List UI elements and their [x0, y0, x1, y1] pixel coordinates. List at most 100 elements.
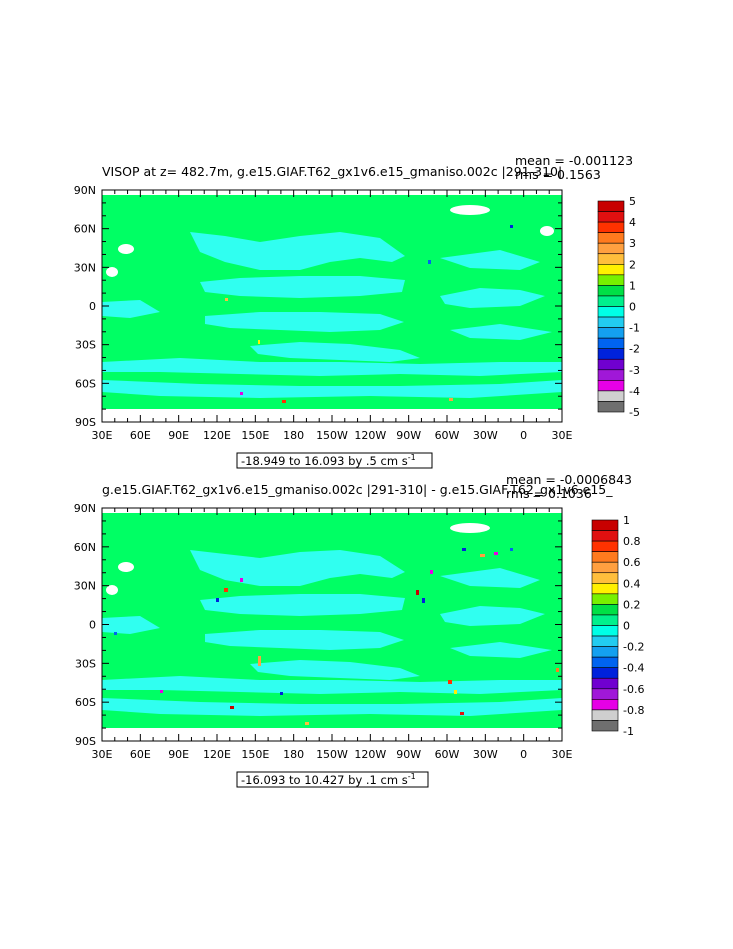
- colorbar-swatch: [591, 688, 619, 700]
- lon-tick-label: 30E: [92, 748, 113, 761]
- lon-tick-label: 60E: [130, 429, 151, 442]
- colorbar-swatch: [591, 656, 619, 669]
- colorbar-level-label: 3: [629, 237, 636, 250]
- colorbar-swatch: [597, 390, 625, 402]
- colorbar-swatch: [597, 337, 625, 349]
- colorbar-swatch: [597, 232, 625, 244]
- colorbar-swatch: [591, 540, 619, 552]
- lat-tick-label: 90N: [74, 184, 96, 197]
- panel-2-ticks: [101, 507, 563, 742]
- lon-tick-label: 90E: [168, 748, 189, 761]
- panel-1-map: [101, 189, 563, 423]
- lon-tick-label: 150E: [241, 429, 269, 442]
- lat-tick-label: 90N: [74, 502, 96, 515]
- colorbar-level-label: 4: [629, 216, 636, 229]
- lon-tick-label: 30W: [473, 429, 498, 442]
- colorbar-swatch: [597, 348, 625, 360]
- colorbar-swatch: [597, 221, 625, 233]
- lon-tick-label: 30E: [92, 429, 113, 442]
- colorbar-swatch: [591, 572, 619, 584]
- lon-tick-label: 60W: [435, 429, 460, 442]
- colorbar-level-label: -5: [629, 406, 640, 419]
- colorbar-swatch: [591, 699, 619, 711]
- lat-tick-label: 30N: [74, 261, 96, 274]
- colorbar-swatch: [597, 358, 625, 371]
- panel-1-title: VISOP at z= 482.7m, g.e15.GIAF.T62_gx1v6…: [102, 164, 562, 179]
- colorbar-swatch: [597, 200, 625, 212]
- panel-2-negative-bands: [102, 550, 562, 716]
- panel-2-anomaly-specks: [114, 548, 559, 725]
- lat-tick-label: 90S: [75, 416, 96, 429]
- colorbar-swatch: [597, 253, 625, 265]
- colorbar-swatch: [597, 306, 625, 318]
- panel-1-rms: rms = 0.1563: [515, 167, 601, 182]
- colorbar-level-label: -3: [629, 364, 640, 377]
- lat-tick-label: 60N: [74, 541, 96, 554]
- lon-tick-label: 150E: [241, 748, 269, 761]
- lon-tick-label: 90E: [168, 429, 189, 442]
- lon-tick-label: 60E: [130, 748, 151, 761]
- colorbar-swatch: [597, 316, 625, 328]
- colorbar-swatch: [597, 211, 625, 223]
- colorbar-swatch: [597, 285, 625, 297]
- colorbar-swatch: [597, 327, 625, 339]
- lat-tick-label: 30S: [75, 657, 96, 670]
- lon-tick-label: 30E: [552, 748, 573, 761]
- panel-2-range-label: -16.093 to 10.427 by .1 cm s-1: [241, 772, 416, 787]
- lon-tick-label: 150W: [316, 429, 348, 442]
- colorbar-swatch: [591, 635, 619, 647]
- lon-tick-label: 0: [520, 748, 527, 761]
- colorbar-swatch: [597, 263, 625, 276]
- colorbar-level-label: 0.2: [623, 598, 641, 611]
- lat-tick-label: 60S: [75, 377, 96, 390]
- lat-tick-label: 0: [89, 619, 96, 632]
- panel-2-title: g.e15.GIAF.T62_gx1v6.e15_gmaniso.002c |2…: [102, 482, 613, 497]
- lon-tick-label: 30E: [552, 429, 573, 442]
- panel-1-ticks: [101, 189, 563, 423]
- colorbar-swatch: [591, 519, 619, 531]
- lon-tick-label: 60W: [435, 748, 460, 761]
- colorbar-level-label: 0: [629, 301, 636, 314]
- panel-2-range-box: -16.093 to 10.427 by .1 cm s-1: [236, 771, 429, 788]
- colorbar-level-label: -0.6: [623, 683, 644, 696]
- lat-tick-label: 30N: [74, 580, 96, 593]
- colorbar-level-label: -4: [629, 385, 640, 398]
- colorbar-swatch: [591, 667, 619, 679]
- colorbar-swatch: [597, 380, 625, 392]
- lon-tick-label: 150W: [316, 748, 348, 761]
- colorbar-level-label: 0.4: [623, 577, 641, 590]
- panel-1: VISOP at z= 482.7m, g.e15.GIAF.T62_gx1v6…: [74, 153, 640, 469]
- colorbar-level-label: -2: [629, 343, 640, 356]
- colorbar-level-label: 5: [629, 195, 636, 208]
- panel-1-range-label: -18.949 to 16.093 by .5 cm s-1: [241, 453, 416, 468]
- colorbar-level-label: -1: [623, 725, 634, 738]
- lat-tick-label: 90S: [75, 735, 96, 748]
- panel-1-negative-bands: [102, 232, 562, 398]
- panel-2-lon-labels: 30E 60E 90E 120E 150E 180 150W 120W 90W 60W 30W 0 30…: [92, 748, 573, 761]
- colorbar-swatch: [591, 561, 619, 574]
- panel-2-lat-labels: 90N 60N 30N 0 30S 60S 90S: [74, 502, 96, 748]
- panel-1-colorbar: 5 4 3 2 1 0 -1 -2 -3 -4 -5: [597, 195, 640, 419]
- lon-tick-label: 180: [283, 748, 304, 761]
- lon-tick-label: 180: [283, 429, 304, 442]
- colorbar-swatch: [597, 242, 625, 255]
- panel-1-lon-labels: 30E 60E 90E 120E 150E 180 150W 120W 90W 60W 30W 0 30…: [92, 429, 573, 442]
- colorbar-level-label: 0.8: [623, 535, 641, 548]
- lon-tick-label: 120E: [203, 748, 231, 761]
- panel-2-colorbar: 1 0.8 0.6 0.4 0.2 0 -0.2 -0.4 -0.6 -0.8 -1: [591, 514, 644, 738]
- colorbar-swatch: [591, 625, 619, 637]
- colorbar-swatch: [597, 401, 625, 413]
- colorbar-swatch: [591, 551, 619, 563]
- panel-2: g.e15.GIAF.T62_gx1v6.e15_gmaniso.002c |2…: [74, 472, 644, 788]
- lon-tick-label: 30W: [473, 748, 498, 761]
- colorbar-swatch: [591, 709, 619, 721]
- colorbar-swatch: [591, 720, 619, 732]
- colorbar-level-label: 0.6: [623, 556, 641, 569]
- lat-tick-label: 60S: [75, 696, 96, 709]
- colorbar-swatch: [591, 677, 619, 690]
- colorbar-level-label: -0.4: [623, 662, 644, 675]
- lon-tick-label: 120W: [354, 748, 386, 761]
- lon-tick-label: 120E: [203, 429, 231, 442]
- lat-tick-label: 0: [89, 300, 96, 313]
